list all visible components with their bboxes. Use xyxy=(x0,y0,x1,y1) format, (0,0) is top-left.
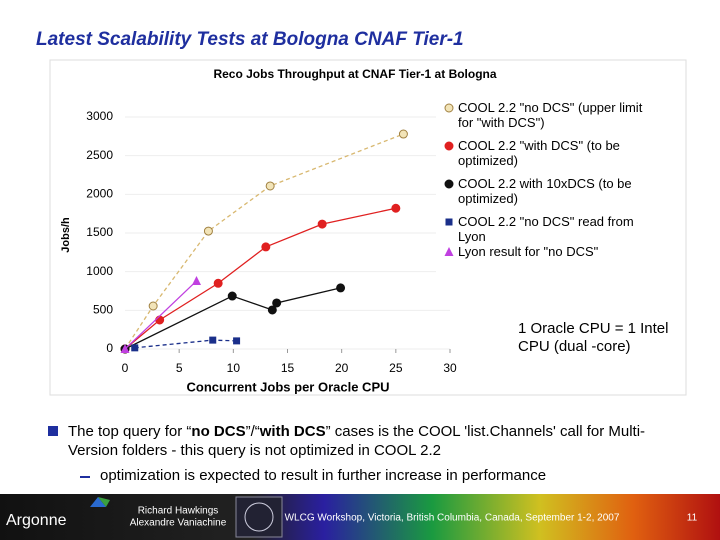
x-tick-label: 5 xyxy=(176,361,183,375)
data-point xyxy=(192,275,201,285)
annotation: 1 Oracle CPU = 1 Intel CPU (dual -core) xyxy=(518,320,669,355)
footer-logo: Argonne xyxy=(6,512,67,529)
bullet-mark xyxy=(48,426,58,436)
bullet-text: with DCS xyxy=(259,423,326,440)
chart-title: Reco Jobs Throughput at CNAF Tier-1 at B… xyxy=(213,67,496,81)
data-point xyxy=(131,344,139,352)
data-point xyxy=(233,337,241,345)
logo-mark xyxy=(90,497,106,507)
legend-label: Lyon result for "no DCS" xyxy=(458,244,599,259)
footer-author: Richard Hawkings xyxy=(138,506,219,517)
data-point xyxy=(398,129,408,139)
y-tick-label: 2000 xyxy=(86,187,113,201)
cern-logo xyxy=(235,496,283,538)
legend-box xyxy=(436,96,662,276)
data-point xyxy=(261,242,271,252)
series-line xyxy=(124,280,197,350)
data-point xyxy=(227,291,237,301)
y-axis-label: Jobs/h xyxy=(60,217,72,253)
y-tick-label: 1500 xyxy=(86,225,113,239)
cern-logo xyxy=(244,502,274,532)
legend-label: COOL 2.2 "no DCS" read from Lyon xyxy=(458,214,634,244)
data-point xyxy=(203,226,213,236)
legend-marker xyxy=(445,218,453,226)
data-point xyxy=(267,305,277,315)
footer-event: WLCG Workshop, Victoria, British Columbi… xyxy=(285,513,620,524)
data-point xyxy=(148,301,158,311)
x-tick-label: 0 xyxy=(122,361,129,375)
data-point xyxy=(265,181,275,191)
bullet-text: ”/“ xyxy=(245,423,260,440)
data-point xyxy=(272,298,282,308)
x-tick-label: 25 xyxy=(389,361,403,375)
page-number: 11 xyxy=(687,513,698,524)
data-point xyxy=(209,336,217,344)
slide-title: Latest Scalability Tests at Bologna CNAF… xyxy=(36,29,464,50)
x-tick-label: 30 xyxy=(443,361,457,375)
legend-marker xyxy=(444,247,454,256)
legend-marker xyxy=(444,141,454,151)
legend-label: COOL 2.2 "no DCS" (upper limit for "with… xyxy=(458,100,643,130)
legend-marker xyxy=(444,179,454,189)
data-point xyxy=(120,344,130,353)
legend-label: COOL 2.2 "with DCS" (to be optimized) xyxy=(458,138,620,168)
data-point xyxy=(155,315,165,325)
bullet-text: no DCS xyxy=(191,423,246,440)
bullet: The top query for “no DCS”/“with DCS” ca… xyxy=(68,422,678,460)
legend-label: COOL 2.2 with 10xDCS (to be optimized) xyxy=(458,176,632,206)
y-tick-label: 500 xyxy=(93,303,113,317)
x-axis-label: Concurrent Jobs per Oracle CPU xyxy=(187,379,390,394)
sub-bullet: optimization is expected to result in fu… xyxy=(100,467,547,484)
y-tick-label: 2500 xyxy=(86,148,113,162)
data-point xyxy=(336,283,346,293)
bullet-text: The top query for “ xyxy=(68,423,192,440)
y-tick-label: 1000 xyxy=(86,264,113,278)
x-tick-label: 20 xyxy=(335,361,349,375)
series-line xyxy=(124,207,396,350)
bullet-text: ” cases is the COOL 'list.Channels' call… xyxy=(68,423,646,459)
footer-author: Alexandre Vaniachine xyxy=(130,518,227,529)
series-line xyxy=(124,133,404,350)
y-tick-label: 3000 xyxy=(86,109,113,123)
data-point xyxy=(213,278,223,288)
data-point xyxy=(391,203,401,213)
logo-mark xyxy=(98,497,110,507)
legend-marker xyxy=(444,103,454,113)
x-tick-label: 10 xyxy=(227,361,241,375)
data-point xyxy=(317,219,327,229)
y-tick-label: 0 xyxy=(106,341,113,355)
x-tick-label: 15 xyxy=(281,361,295,375)
footer-band xyxy=(0,494,720,540)
